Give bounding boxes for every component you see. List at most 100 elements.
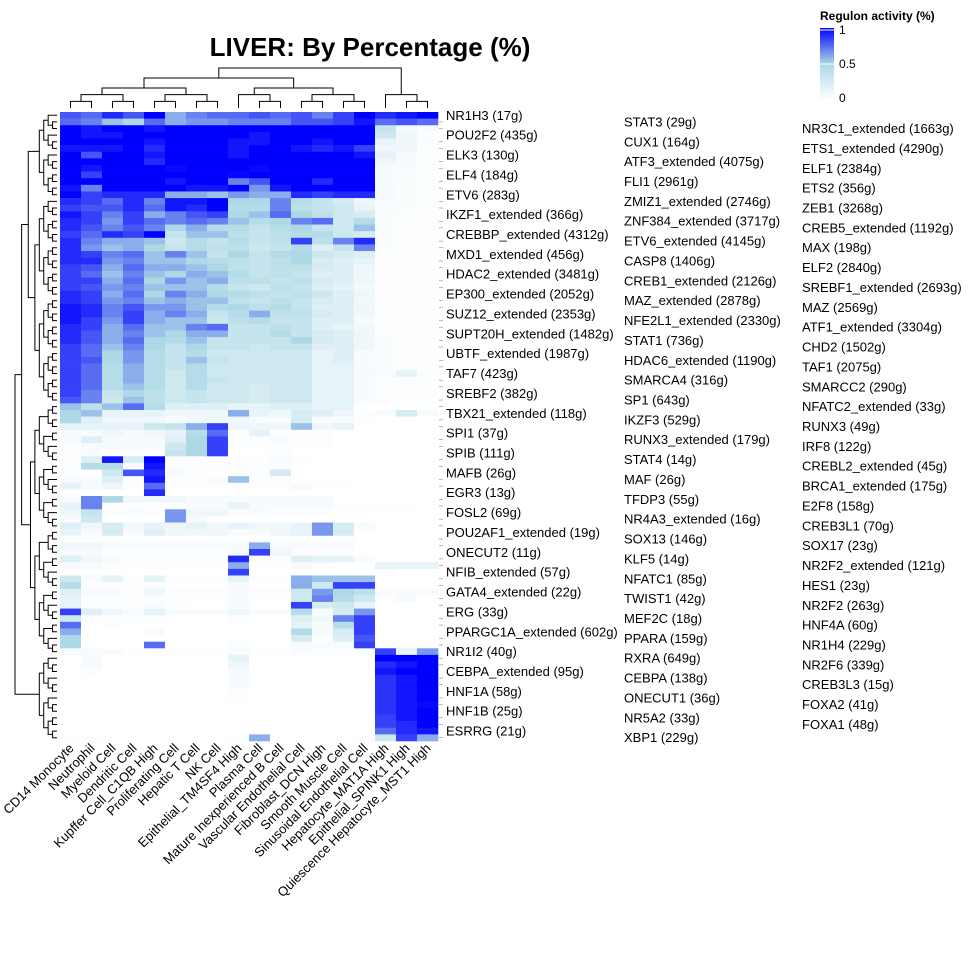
heatmap-cell <box>165 694 187 702</box>
heatmap-cell <box>417 502 439 510</box>
heatmap-cell <box>270 356 292 364</box>
heatmap-cell <box>102 350 124 358</box>
heatmap-cell <box>228 337 250 345</box>
heatmap-cell <box>60 701 82 709</box>
heatmap-cell <box>270 476 292 484</box>
row-label: PPARA (159g) <box>624 631 708 646</box>
heatmap-cell <box>249 251 271 258</box>
heatmap-cell <box>207 310 229 318</box>
row-label: NR2F6 (339g) <box>802 657 884 672</box>
heatmap-cell <box>207 356 229 364</box>
heatmap-cell <box>102 515 124 523</box>
heatmap-cell <box>123 323 145 331</box>
heatmap-cell <box>249 290 271 298</box>
row-label: ONECUT2 (11g) <box>446 545 541 560</box>
heatmap-cell <box>270 542 292 550</box>
heatmap-cell <box>102 171 124 179</box>
heatmap-cell <box>312 681 334 689</box>
heatmap-cell <box>312 383 334 391</box>
heatmap-cell <box>228 217 250 225</box>
heatmap-cell <box>228 694 250 702</box>
heatmap-cell <box>291 568 313 576</box>
heatmap-cell <box>270 668 292 676</box>
heatmap-cell <box>417 562 439 570</box>
heatmap-cell <box>375 688 397 695</box>
heatmap-cell <box>396 714 418 722</box>
heatmap-cell <box>396 178 418 186</box>
heatmap-cell <box>165 204 187 212</box>
heatmap-cell <box>291 396 313 404</box>
heatmap-cell <box>417 310 439 318</box>
heatmap-cell <box>165 125 187 133</box>
row-label: MAFB (26g) <box>446 465 516 480</box>
heatmap-cell <box>312 648 334 656</box>
heatmap-cell <box>123 734 145 742</box>
heatmap-cell <box>270 244 292 252</box>
heatmap-cell <box>270 237 292 245</box>
heatmap-cell <box>333 350 355 358</box>
heatmap-cell <box>144 198 166 205</box>
heatmap-cell <box>144 277 166 285</box>
row-label: GATA4_extended (22g) <box>446 585 581 600</box>
heatmap-cell <box>123 403 145 411</box>
heatmap-cell <box>186 290 208 298</box>
row-label: RXRA (649g) <box>624 651 701 666</box>
heatmap-cell <box>228 529 250 537</box>
heatmap-cell <box>228 674 250 682</box>
heatmap-cell <box>165 396 187 404</box>
heatmap-cell <box>333 244 355 252</box>
heatmap-cell <box>249 204 271 212</box>
heatmap-cell <box>228 496 250 503</box>
row-label: ELF1 (2384g) <box>802 161 882 176</box>
heatmap-cell <box>354 257 376 265</box>
heatmap-cell <box>186 582 208 590</box>
heatmap-cell <box>375 707 397 715</box>
heatmap-cell <box>249 714 271 722</box>
heatmap-cell <box>270 350 292 358</box>
heatmap-cell <box>165 304 187 311</box>
heatmap-cell <box>102 496 124 503</box>
heatmap-cell <box>123 118 145 126</box>
dendrogram-branch <box>52 121 57 130</box>
heatmap-cell <box>102 118 124 126</box>
dendrogram-branch <box>34 555 40 620</box>
heatmap-cell <box>123 575 145 583</box>
heatmap-cell <box>165 171 187 179</box>
heatmap-cell <box>60 476 82 484</box>
dendrogram-branch <box>112 100 134 108</box>
heatmap-cell <box>354 145 376 153</box>
heatmap-cell <box>270 734 292 742</box>
heatmap-cell <box>396 641 418 649</box>
row-label: SOX17 (23g) <box>802 538 878 553</box>
heatmap-cell <box>333 224 355 232</box>
heatmap-cell <box>102 522 124 530</box>
heatmap-cell <box>249 529 271 537</box>
heatmap-cell <box>228 343 250 351</box>
heatmap-cell <box>228 654 250 662</box>
heatmap-cell <box>144 284 166 292</box>
heatmap-cell <box>123 449 145 457</box>
heatmap-cell <box>333 231 355 239</box>
row-label: CEBPA_extended (95g) <box>446 664 584 679</box>
heatmap-cell <box>102 423 124 431</box>
heatmap-cell <box>396 125 418 133</box>
heatmap-cell <box>354 681 376 689</box>
heatmap-cell <box>417 621 439 629</box>
heatmap-cell <box>354 529 376 537</box>
heatmap-cell <box>123 343 145 351</box>
heatmap-cell <box>375 615 397 623</box>
heatmap-cell <box>396 489 418 497</box>
heatmap-cell <box>186 641 208 649</box>
heatmap-cell <box>312 370 334 378</box>
heatmap-cell <box>375 469 397 477</box>
heatmap-cell <box>60 456 82 464</box>
heatmap-cell <box>60 674 82 682</box>
heatmap-cell <box>60 721 82 729</box>
heatmap-cell <box>228 714 250 722</box>
heatmap-cell <box>312 363 334 371</box>
row-label: MXD1_extended (456g) <box>446 247 584 262</box>
heatmap-cell <box>291 608 313 616</box>
heatmap-cell <box>417 376 439 384</box>
heatmap-cell <box>81 707 103 715</box>
heatmap-cell <box>228 668 250 676</box>
